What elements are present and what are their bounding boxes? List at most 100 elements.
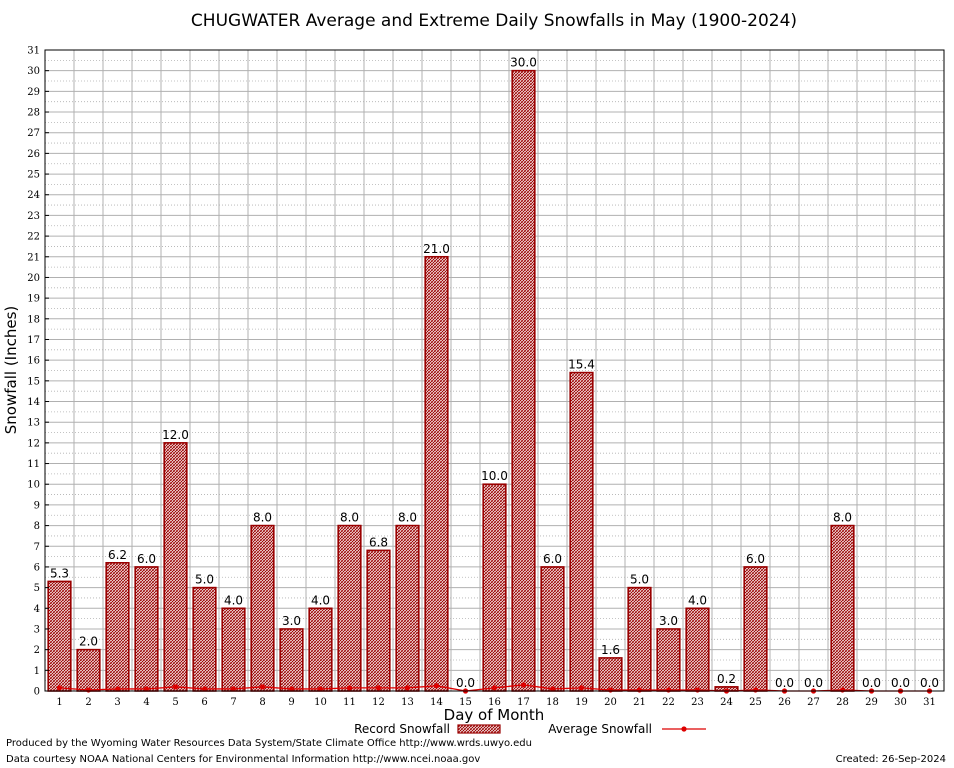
average-point-day-3 [114,686,121,692]
average-point-day-6 [201,686,208,692]
footer-created-date: Created: 26-Sep-2024 [835,754,946,765]
y-tick-label: 27 [27,128,40,139]
y-tick-label: 5 [34,583,40,594]
y-tick-label: 25 [27,170,40,181]
bar-value-label: 15.4 [568,358,595,372]
y-tick-label: 16 [27,356,40,367]
average-point-day-8 [259,684,266,690]
bar-value-label: 0.0 [775,676,794,690]
record-bar-day-22 [656,628,681,692]
x-tick-label: 19 [575,697,588,708]
bar-value-label: 21.0 [423,242,450,256]
y-tick-label: 23 [27,211,40,222]
y-tick-label: 20 [27,273,40,284]
record-bar-day-17 [511,69,536,692]
record-bar-day-9 [279,628,304,692]
x-tick-label: 25 [749,697,762,708]
y-tick-label: 22 [27,232,40,243]
bar-value-label: 30.0 [510,56,537,70]
y-tick-label: 21 [27,252,40,263]
record-bars [47,69,855,692]
y-tick-label: 8 [34,521,40,532]
record-bar-day-7 [221,607,246,692]
legend-record-label: Record Snowfall [354,722,450,736]
average-point-day-10 [317,686,324,692]
x-tick-label: 5 [172,697,178,708]
x-tick-label: 18 [546,697,559,708]
y-tick-label: 19 [27,294,40,305]
legend-average-label: Average Snowfall [548,722,652,736]
record-bar-day-1 [47,580,72,692]
bar-value-label: 0.2 [717,672,736,686]
y-tick-label: 15 [27,376,40,387]
y-tick-label: 17 [27,335,40,346]
bar-value-label: 6.0 [137,552,156,566]
y-tick-label: 3 [34,624,40,635]
x-tick-label: 28 [836,697,849,708]
x-tick-label: 9 [288,697,294,708]
bar-value-label: 5.0 [195,573,214,587]
x-tick-label: 2 [85,697,91,708]
bar-value-label: 6.0 [746,552,765,566]
bar-value-label: 6.2 [108,548,127,562]
bar-value-label: 5.3 [50,566,69,580]
average-point-day-1 [56,685,63,691]
x-tick-label: 11 [343,697,356,708]
x-tick-label: 30 [894,697,907,708]
y-tick-label: 0 [34,687,40,698]
record-bar-day-5 [163,442,188,692]
y-tick-label: 29 [27,87,40,98]
record-bar-day-11 [337,524,362,692]
x-tick-label: 7 [230,697,236,708]
record-bar-day-2 [76,648,101,692]
average-point-day-19 [578,685,585,691]
footer-data-courtesy: Data courtesy NOAA National Centers for … [6,754,481,765]
x-tick-label: 15 [459,697,472,708]
y-tick-label: 18 [27,314,40,325]
x-tick-label: 1 [56,697,62,708]
x-tick-label: 17 [517,697,530,708]
x-tick-label: 12 [372,697,385,708]
chart-title: CHUGWATER Average and Extreme Daily Snow… [191,11,797,31]
bar-value-label: 8.0 [833,511,852,525]
y-tick-label: 6 [34,562,40,573]
record-bar-day-18 [540,566,565,692]
record-bar-day-19 [569,371,594,692]
bar-value-label: 0.0 [804,676,823,690]
average-point-day-11 [346,685,353,691]
bar-value-label: 0.0 [862,676,881,690]
y-tick-label: 26 [27,149,40,160]
grid-lines [45,50,944,691]
bar-value-label: 10.0 [481,469,508,483]
y-axis-label: Snowfall (Inches) [2,306,20,434]
record-bar-day-12 [366,549,391,692]
record-bar-day-13 [395,524,420,692]
average-point-day-12 [375,685,382,691]
record-bar-day-25 [743,566,768,692]
x-tick-label: 31 [923,697,936,708]
average-point-day-2 [85,687,92,693]
x-tick-label: 13 [401,697,414,708]
record-bar-day-6 [192,586,217,692]
bar-value-label: 3.0 [659,614,678,628]
y-tick-label: 4 [34,604,40,615]
bar-value-label: 8.0 [253,511,272,525]
record-bar-day-23 [685,607,710,692]
x-tick-label: 27 [807,697,820,708]
x-tick-label: 20 [604,697,617,708]
x-tick-label: 3 [114,697,120,708]
x-tick-label: 26 [778,697,791,708]
x-tick-label: 8 [259,697,265,708]
plot-frame [44,49,945,692]
footer-produced-by: Produced by the Wyoming Water Resources … [6,738,532,749]
bar-value-label: 5.0 [630,573,649,587]
x-tick-label: 10 [314,697,327,708]
y-tick-label: 2 [34,645,40,656]
bar-value-label: 4.0 [688,593,707,607]
average-point-day-16 [491,685,498,691]
bar-value-label: 1.6 [601,643,620,657]
y-tick-label: 14 [27,397,40,408]
bar-value-label: 6.8 [369,535,388,549]
record-bar-day-4 [134,566,159,692]
average-point-day-23 [694,687,701,693]
